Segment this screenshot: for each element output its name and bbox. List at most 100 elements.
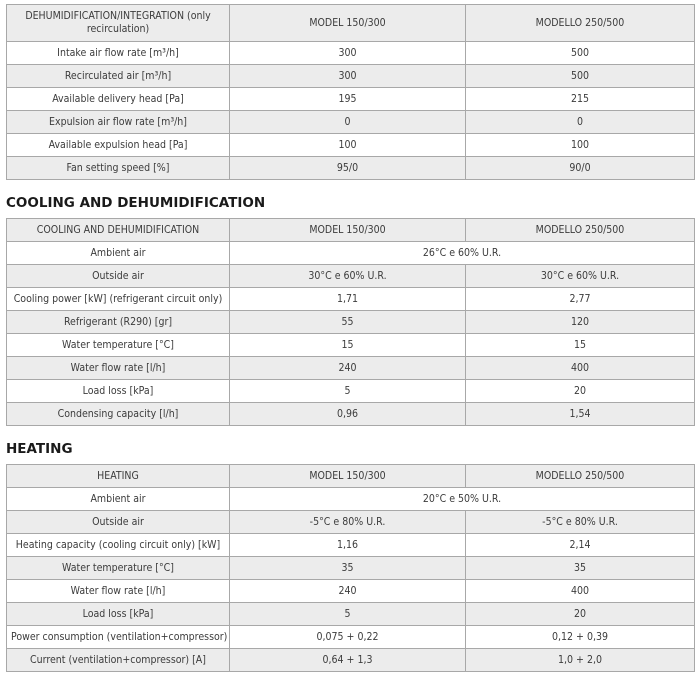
table-row: Refrigerant (R290) [gr] 55 120 [6, 310, 695, 334]
table-row: Power consumption (ventilation+compresso… [6, 625, 695, 649]
row-label: Water flow rate [l/h] [6, 579, 230, 603]
cell-value: 5 [229, 602, 466, 626]
row-label: Water flow rate [l/h] [6, 356, 230, 380]
table-row: Ambient air 26°C e 60% U.R. [6, 241, 695, 265]
heating-table: HEATING MODEL 150/300 MODELLO 250/500 Am… [6, 464, 695, 672]
table-row: Current (ventilation+compressor) [A] 0,6… [6, 648, 695, 672]
cell-value: 100 [465, 133, 695, 157]
row-label: Intake air flow rate [m³/h] [6, 41, 230, 65]
cell-value: 1,16 [229, 533, 466, 557]
cell-value: 215 [465, 87, 695, 111]
cell-value: 0,96 [229, 402, 466, 426]
row-label: Water temperature [°C] [6, 556, 230, 580]
cell-value: 35 [229, 556, 466, 580]
cell-value: 1,0 + 2,0 [465, 648, 695, 672]
cell-value: 400 [465, 579, 695, 603]
cell-value: 1,71 [229, 287, 466, 311]
cell-value: 95/0 [229, 156, 466, 180]
table-row: Condensing capacity [l/h] 0,96 1,54 [6, 402, 695, 426]
cell-value: 195 [229, 87, 466, 111]
row-label: Heating capacity (cooling circuit only) … [6, 533, 230, 557]
table-row: Load loss [kPa] 5 20 [6, 379, 695, 403]
cell-value: 300 [229, 64, 466, 88]
cell-value: 500 [465, 64, 695, 88]
row-label: Power consumption (ventilation+compresso… [6, 625, 230, 649]
cell-value: -5°C e 80% U.R. [229, 510, 466, 534]
row-label: Condensing capacity [l/h] [6, 402, 230, 426]
cell-value: 240 [229, 356, 466, 380]
row-label: Fan setting speed [%] [6, 156, 230, 180]
cell-value: 35 [465, 556, 695, 580]
table-row: Water temperature [°C] 35 35 [6, 556, 695, 580]
cell-value: 0 [465, 110, 695, 134]
cell-value: 0,12 + 0,39 [465, 625, 695, 649]
row-label: Expulsion air flow rate [m³/h] [6, 110, 230, 134]
row-label: Load loss [kPa] [6, 379, 230, 403]
cell-value: 0,64 + 1,3 [229, 648, 466, 672]
header-cell: MODELLO 250/500 [465, 464, 695, 488]
cell-value: 0,075 + 0,22 [229, 625, 466, 649]
cell-value: 2,77 [465, 287, 695, 311]
table-row: Available expulsion head [Pa] 100 100 [6, 133, 695, 157]
row-label: Available delivery head [Pa] [6, 87, 230, 111]
header-cell: MODELLO 250/500 [465, 218, 695, 242]
cell-value: 400 [465, 356, 695, 380]
cell-value: 20°C e 50% U.R. [229, 487, 695, 511]
header-cell: DEHUMIDIFICATION/INTEGRATION (only recir… [6, 4, 230, 42]
dehumidification-table: DEHUMIDIFICATION/INTEGRATION (only recir… [6, 4, 695, 180]
section-heading-cooling: COOLING AND DEHUMIDIFICATION [6, 195, 266, 211]
table-row: Outside air -5°C e 80% U.R. -5°C e 80% U… [6, 510, 695, 534]
header-cell: HEATING [6, 464, 230, 488]
cell-value: 100 [229, 133, 466, 157]
cooling-table: COOLING AND DEHUMIDIFICATION MODEL 150/3… [6, 218, 695, 426]
table-row: Water flow rate [l/h] 240 400 [6, 579, 695, 603]
row-label: Cooling power [kW] (refrigerant circuit … [6, 287, 230, 311]
row-label: Ambient air [6, 241, 230, 265]
row-label: Refrigerant (R290) [gr] [6, 310, 230, 334]
table-row: Recirculated air [m³/h] 300 500 [6, 64, 695, 88]
row-label: Load loss [kPa] [6, 602, 230, 626]
table-row: Fan setting speed [%] 95/0 90/0 [6, 156, 695, 180]
table-row: Heating capacity (cooling circuit only) … [6, 533, 695, 557]
row-label: Available expulsion head [Pa] [6, 133, 230, 157]
cell-value: 30°C e 60% U.R. [229, 264, 466, 288]
table-row: Water flow rate [l/h] 240 400 [6, 356, 695, 380]
cell-value: 5 [229, 379, 466, 403]
cell-value: 20 [465, 602, 695, 626]
table-row: Load loss [kPa] 5 20 [6, 602, 695, 626]
header-cell: MODEL 150/300 [229, 4, 466, 42]
table-row: Expulsion air flow rate [m³/h] 0 0 [6, 110, 695, 134]
table-header-row: HEATING MODEL 150/300 MODELLO 250/500 [6, 464, 695, 488]
cell-value: 120 [465, 310, 695, 334]
header-cell: MODEL 150/300 [229, 464, 466, 488]
header-cell: COOLING AND DEHUMIDIFICATION [6, 218, 230, 242]
cell-value: 1,54 [465, 402, 695, 426]
header-cell: MODEL 150/300 [229, 218, 466, 242]
row-label: Recirculated air [m³/h] [6, 64, 230, 88]
row-label: Outside air [6, 510, 230, 534]
table-header-row: COOLING AND DEHUMIDIFICATION MODEL 150/3… [6, 218, 695, 242]
cell-value: 300 [229, 41, 466, 65]
cell-value: 15 [229, 333, 466, 357]
cell-value: -5°C e 80% U.R. [465, 510, 695, 534]
row-label: Ambient air [6, 487, 230, 511]
cell-value: 26°C e 60% U.R. [229, 241, 695, 265]
cell-value: 20 [465, 379, 695, 403]
table-row: Intake air flow rate [m³/h] 300 500 [6, 41, 695, 65]
table-header-row: DEHUMIDIFICATION/INTEGRATION (only recir… [6, 4, 695, 42]
cell-value: 55 [229, 310, 466, 334]
row-label: Current (ventilation+compressor) [A] [6, 648, 230, 672]
table-row: Outside air 30°C e 60% U.R. 30°C e 60% U… [6, 264, 695, 288]
header-cell: MODELLO 250/500 [465, 4, 695, 42]
row-label: Outside air [6, 264, 230, 288]
table-row: Ambient air 20°C e 50% U.R. [6, 487, 695, 511]
cell-value: 0 [229, 110, 466, 134]
cell-value: 90/0 [465, 156, 695, 180]
cell-value: 15 [465, 333, 695, 357]
table-row: Cooling power [kW] (refrigerant circuit … [6, 287, 695, 311]
table-row: Water temperature [°C] 15 15 [6, 333, 695, 357]
table-row: Available delivery head [Pa] 195 215 [6, 87, 695, 111]
section-heading-heating: HEATING [6, 441, 73, 457]
cell-value: 500 [465, 41, 695, 65]
spec-sheet: DEHUMIDIFICATION/INTEGRATION (only recir… [6, 4, 695, 672]
